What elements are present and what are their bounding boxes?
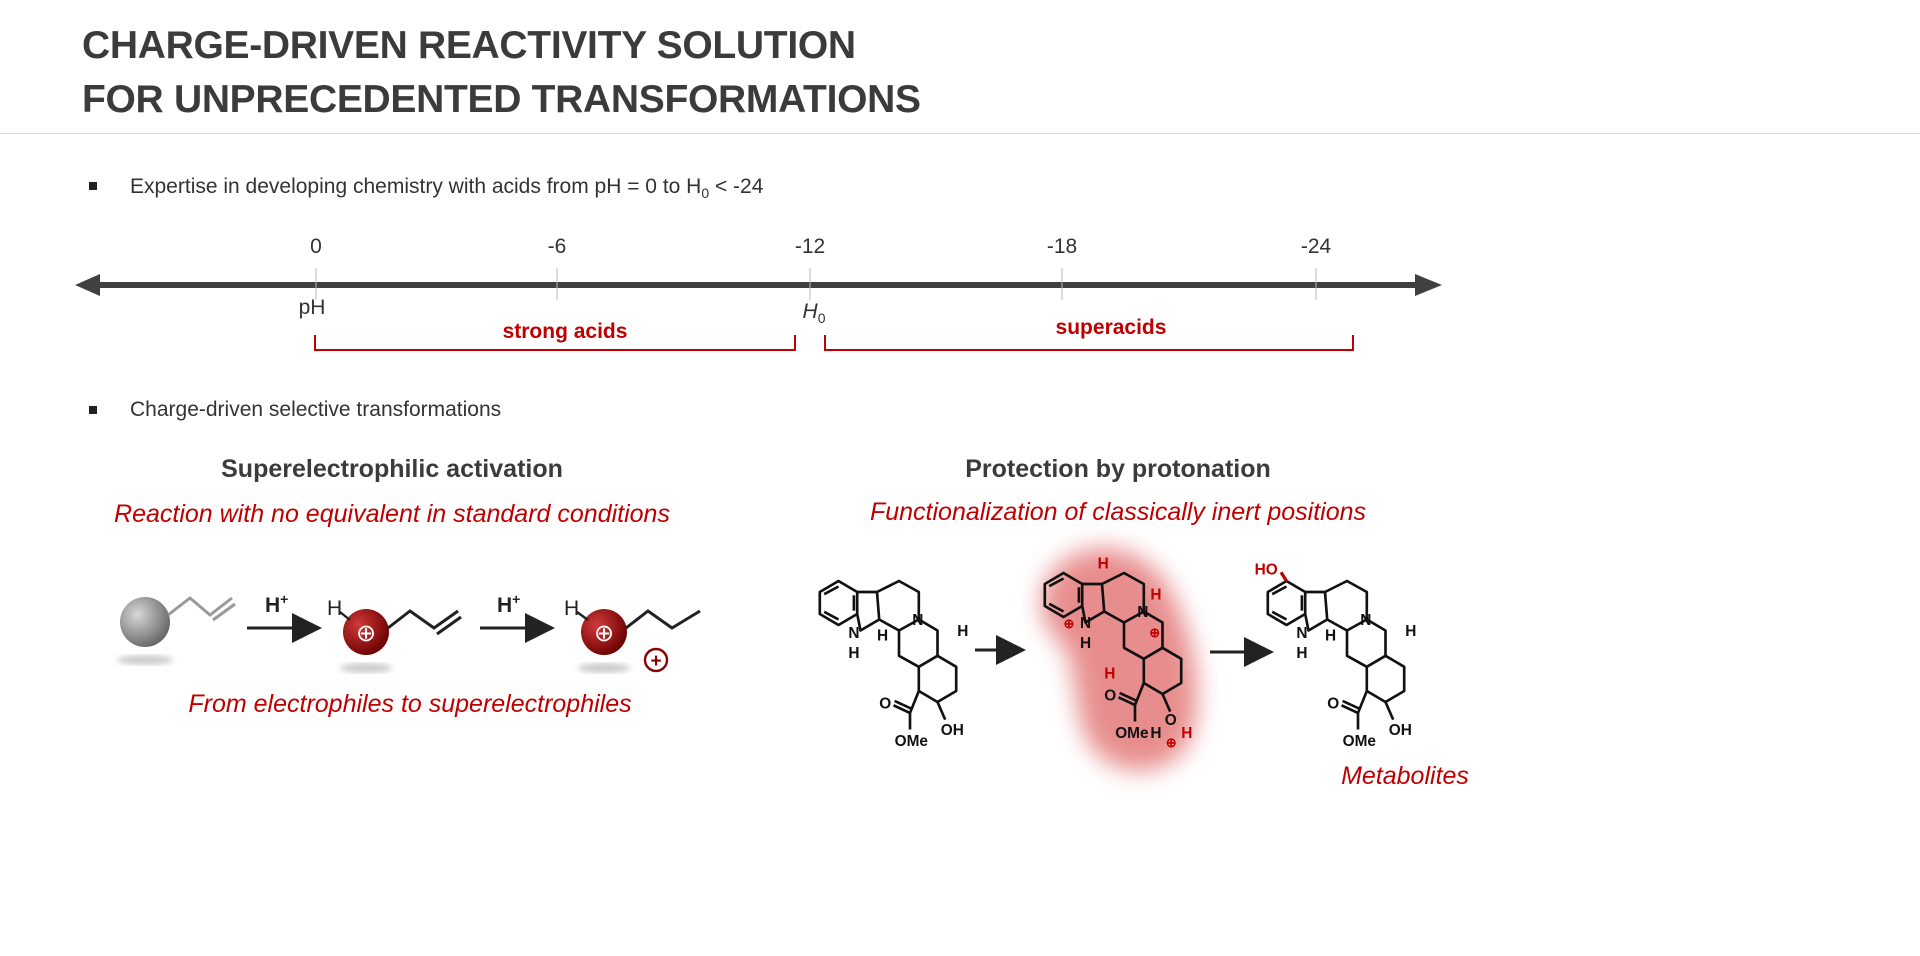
svg-text:N: N — [1080, 615, 1091, 632]
svg-text:H: H — [1104, 666, 1115, 683]
proton-reagent: H+ — [497, 591, 520, 617]
svg-text:H: H — [1405, 623, 1416, 640]
svg-text:N: N — [1360, 612, 1371, 629]
alkene-chain — [167, 596, 233, 617]
svg-text:H: H — [848, 645, 859, 662]
svg-text:H: H — [1150, 586, 1161, 603]
svg-text:O: O — [1165, 712, 1177, 729]
h0-text: H — [802, 300, 818, 323]
svg-text:H: H — [1181, 725, 1192, 742]
superacids-bracket — [824, 335, 1354, 351]
shadow — [117, 655, 173, 665]
axis-left-arrowhead — [75, 274, 100, 296]
svg-text:OMe: OMe — [1343, 733, 1377, 750]
svg-text:H: H — [1098, 556, 1109, 573]
svg-text:+: + — [650, 651, 661, 672]
h0-label: H0 — [803, 300, 826, 326]
proton-reagent: H+ — [265, 591, 288, 617]
protonated-yohimbine-molecule: H H N ⊕ N ⊕ H H O OMe H O ⊕ H — [1043, 556, 1192, 750]
svg-text:N: N — [1296, 625, 1307, 642]
tick-label: -18 — [1046, 235, 1078, 258]
bullet-1: Expertise in developing chemistry with a… — [130, 175, 763, 201]
tick-label: -6 — [547, 235, 567, 258]
svg-text:N: N — [848, 625, 859, 642]
bullet-marker — [89, 406, 97, 414]
svg-text:H: H — [1325, 627, 1336, 644]
h0-sub: 0 — [817, 310, 826, 327]
red-sphere-cation — [343, 609, 389, 655]
bullet-1-text-end: < -24 — [709, 175, 764, 198]
tick-label: 0 — [310, 235, 322, 258]
svg-text:N: N — [1137, 604, 1148, 621]
slide-title-line1: CHARGE-DRIVEN REACTIVITY SOLUTION — [82, 24, 856, 67]
strong-acids-bracket — [314, 335, 796, 351]
plus-charge-icon: ⊕ — [356, 620, 376, 647]
alkene-chain — [387, 609, 459, 630]
left-subheading: Reaction with no equivalent in standard … — [114, 500, 670, 528]
left-caption: From electrophiles to superelectrophiles — [188, 690, 632, 718]
carbocation-charge-icon — [643, 647, 669, 673]
title-divider — [0, 133, 1920, 134]
bullet-marker — [89, 182, 97, 190]
plus-charge-icon: ⊕ — [594, 620, 614, 647]
svg-text:H: H — [877, 627, 888, 644]
right-subheading: Functionalization of classically inert p… — [869, 498, 1367, 526]
protonation-highlight — [1041, 547, 1198, 771]
h-atom: H — [327, 597, 342, 620]
svg-text:⊕: ⊕ — [1166, 735, 1177, 750]
svg-text:OH: OH — [1389, 722, 1412, 739]
axis-right-arrowhead — [1415, 274, 1442, 296]
tick-marks — [315, 268, 1317, 300]
strong-acids-label: strong acids — [502, 320, 628, 343]
svg-text:OMe: OMe — [895, 733, 929, 750]
svg-text:O: O — [1327, 696, 1339, 713]
svg-text:OH: OH — [941, 722, 964, 739]
svg-text:O: O — [879, 696, 891, 713]
red-sphere-dication — [581, 609, 627, 655]
metabolites-caption: Metabolites — [1341, 762, 1469, 790]
tick-label: -12 — [794, 235, 826, 258]
slide-title-line2: FOR UNPRECEDENTED TRANSFORMATIONS — [82, 78, 921, 121]
superacids-label: superacids — [1055, 316, 1167, 339]
h-atom: H — [564, 597, 579, 620]
svg-text:OMe: OMe — [1115, 725, 1149, 742]
right-heading: Protection by protonation — [965, 455, 1271, 483]
bullet-1-text: Expertise in developing chemistry with a… — [130, 175, 702, 198]
svg-text:H: H — [957, 623, 968, 640]
svg-text:O: O — [1104, 688, 1116, 705]
tick-label: -24 — [1300, 235, 1332, 258]
svg-text:H: H — [1150, 725, 1161, 742]
bullet-2: Charge-driven selective transformations — [130, 398, 502, 421]
svg-text:HO: HO — [1255, 561, 1278, 578]
alkyl-chain — [625, 609, 701, 630]
svg-text:⊕: ⊕ — [1064, 616, 1075, 631]
gray-sphere-substrate — [120, 597, 170, 647]
left-heading: Superelectrophilic activation — [221, 455, 563, 483]
bullet-1-sub: 0 — [701, 185, 710, 202]
svg-text:N: N — [912, 612, 923, 629]
svg-text:⊕: ⊕ — [1149, 625, 1160, 640]
svg-text:H: H — [1080, 635, 1091, 652]
svg-text:H: H — [1296, 645, 1307, 662]
ph-label: pH — [298, 296, 326, 319]
